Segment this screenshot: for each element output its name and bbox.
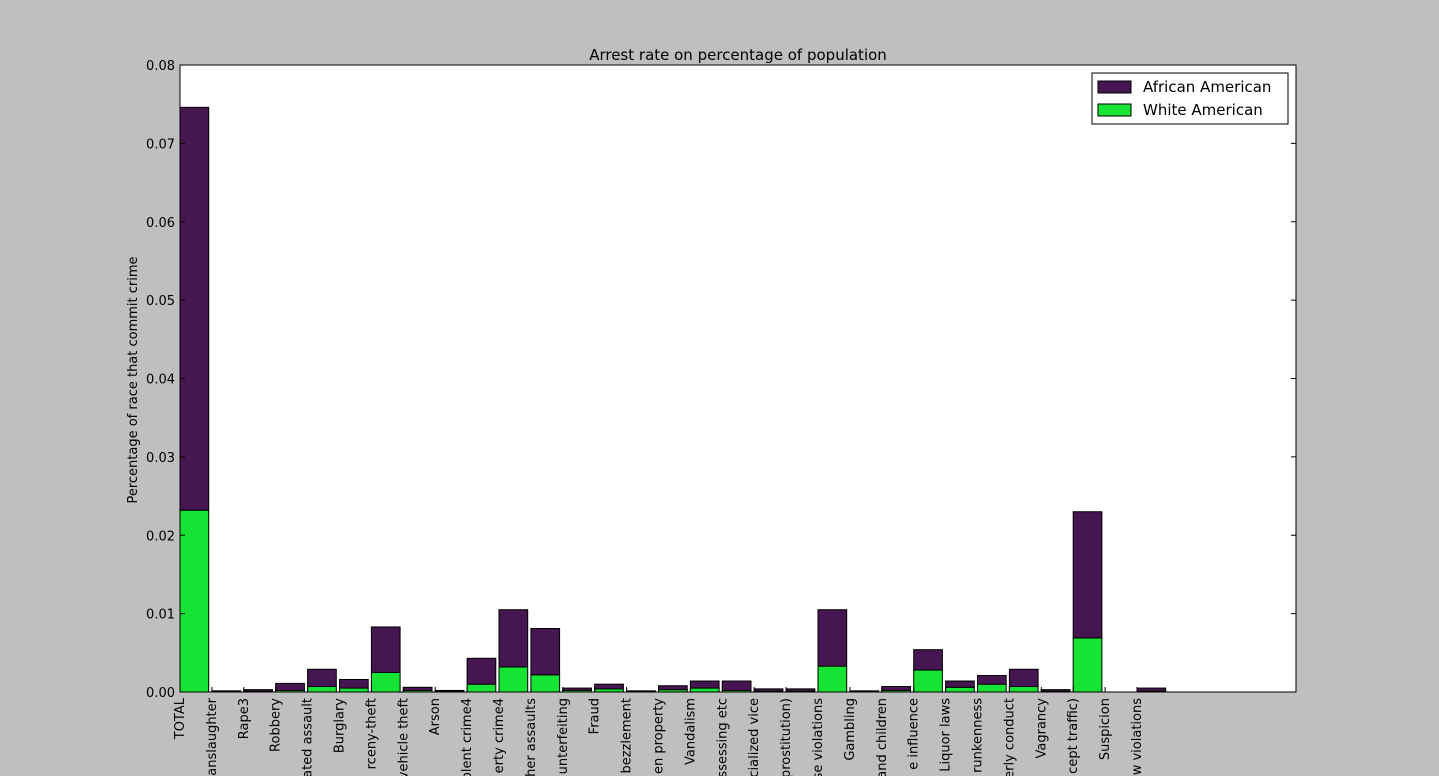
bar-african-american: [785, 688, 816, 692]
bar-african-american: [562, 687, 592, 691]
plot-frame: [179, 64, 1297, 693]
bar-african-american: [434, 689, 465, 692]
bar-white-american: [530, 674, 561, 693]
bar-african-american: [881, 686, 911, 691]
bar-white-american: [179, 509, 210, 693]
bar-african-american: [753, 688, 784, 692]
y-tick-label: 0.08: [146, 59, 175, 74]
bar-african-american: [402, 686, 433, 691]
legend-label-white-american: White American: [1143, 101, 1263, 119]
y-tick-label: 0.03: [146, 451, 175, 466]
x-tick-label: unterfeiting: [556, 698, 571, 774]
x-tick-label: se violations: [811, 698, 826, 776]
bar-white-american: [370, 671, 401, 693]
x-tick-label: olent crime4: [460, 698, 475, 776]
x-tick-label: runkenness: [971, 698, 986, 773]
bar-african-american: [211, 690, 242, 693]
bar-african-american: [275, 682, 305, 691]
x-tick-label: Arson: [428, 698, 443, 735]
x-tick-label: TOTAL: [173, 697, 188, 740]
bar-african-american: [594, 683, 624, 690]
x-tick-label: Vagrancy: [1034, 698, 1049, 759]
bar-african-american: [498, 609, 529, 668]
bar-white-american: [977, 683, 1007, 693]
legend: African American White American: [1091, 72, 1289, 125]
x-tick-label: ated assault: [301, 698, 316, 776]
x-tick-label: bezzlement: [620, 698, 635, 774]
legend-label-african-american: African American: [1143, 78, 1271, 96]
x-tick-label: and children: [875, 698, 890, 776]
y-tick-label: 0.05: [146, 294, 175, 309]
x-tick-label: erty crime4: [492, 698, 507, 773]
legend-swatch-african-american: [1097, 80, 1132, 94]
y-tick-label: 0.01: [146, 608, 175, 623]
bar-african-american: [817, 609, 848, 667]
bar-white-american: [339, 687, 369, 693]
plot-area: [180, 65, 1296, 692]
x-tick-label: Vandalism: [683, 698, 698, 765]
bar-white-american: [498, 666, 529, 693]
chart-title: Arrest rate on percentage of population: [589, 46, 887, 64]
x-tick-label: Burglary: [333, 698, 348, 753]
x-tick-label: cept traffic): [1066, 698, 1081, 774]
x-tick-label: cialized vice: [747, 698, 762, 776]
bar-african-american: [977, 675, 1007, 685]
bars-layer: [179, 106, 1167, 693]
bar-african-american: [1008, 668, 1039, 688]
bar-african-american: [179, 106, 210, 511]
y-tick-label: 0.02: [146, 529, 175, 544]
bar-african-american: [1040, 689, 1071, 692]
x-axis: TOTAL anslaughter Rape3 Robbery ated assault…: [173, 687, 1145, 776]
bar-african-american: [1072, 511, 1103, 639]
bar-white-american: [913, 669, 943, 693]
y-tick-label: 0.07: [146, 137, 175, 152]
x-tick-label: rceny-theft: [364, 698, 379, 769]
bar-african-american: [370, 626, 401, 673]
x-tick-label: w violations: [1130, 698, 1145, 776]
y-axis-label: Percentage of race that commit crime: [126, 256, 141, 503]
x-tick-label: Gambling: [843, 698, 858, 761]
x-tick-label: Liquor laws: [939, 698, 954, 772]
bar-white-american: [307, 686, 337, 693]
bar-african-american: [721, 680, 752, 691]
x-tick-label: Suspicion: [1098, 698, 1113, 760]
y-tick-label: 0.00: [146, 686, 175, 701]
bar-african-american: [689, 680, 720, 689]
bar-african-american: [945, 680, 975, 688]
bar-african-american: [913, 649, 943, 671]
bar-african-american: [466, 657, 497, 685]
y-tick-label: 0.04: [146, 373, 175, 388]
bar-african-american: [626, 690, 656, 693]
legend-swatch-white-american: [1097, 103, 1132, 117]
x-tick-label: vehicle theft: [396, 698, 411, 776]
bar-white-american: [466, 683, 497, 693]
x-tick-label: her assaults: [524, 698, 539, 776]
x-tick-label: prostitution): [779, 698, 794, 776]
bar-african-american: [1136, 687, 1167, 692]
bar-african-american: [530, 628, 561, 676]
bar-white-american: [1008, 686, 1039, 693]
x-tick-label: Rape3: [237, 698, 252, 739]
bar-african-american: [849, 690, 880, 693]
x-tick-label: en property: [652, 698, 667, 774]
x-tick-label: ssessing etc: [715, 698, 730, 776]
bar-african-american: [658, 685, 688, 691]
bar-african-american: [339, 678, 369, 689]
bar-african-american: [243, 689, 274, 692]
bar-white-american: [817, 665, 848, 693]
y-tick-label: 0.06: [146, 216, 175, 231]
x-tick-label: e influence: [907, 698, 922, 770]
bar-white-american: [945, 686, 975, 693]
bar-white-american: [1072, 637, 1103, 693]
bar-white-american: [689, 687, 720, 693]
x-tick-label: Robbery: [269, 698, 284, 752]
x-tick-label: Fraud: [588, 698, 603, 734]
bar-african-american: [307, 668, 337, 688]
x-tick-label: erly conduct: [1002, 698, 1017, 776]
x-tick-label: anslaughter: [205, 697, 220, 775]
